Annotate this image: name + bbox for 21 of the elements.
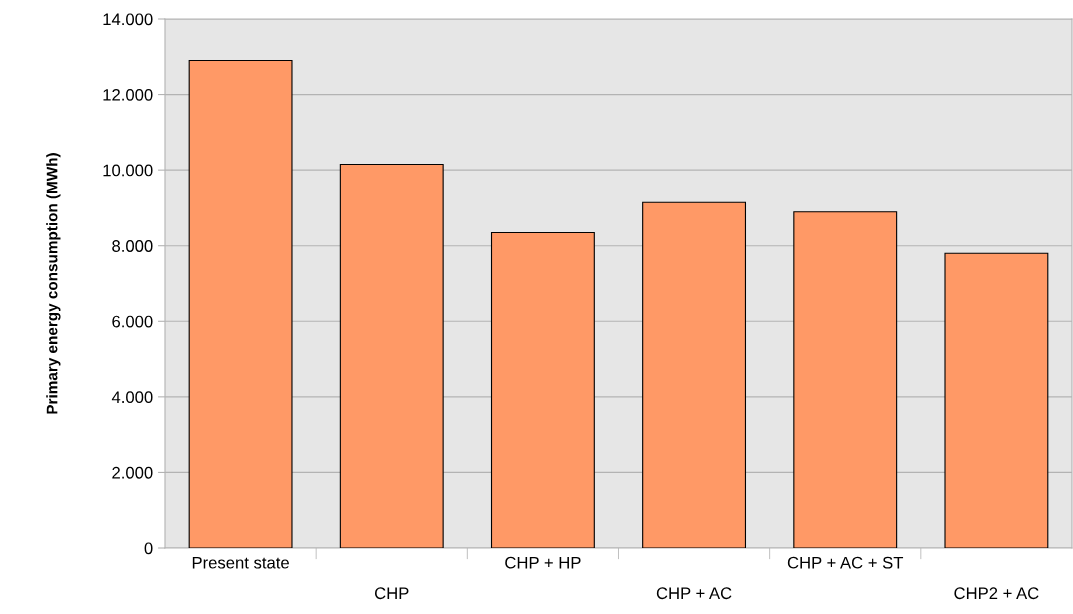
x-tick-label: CHP + HP [505, 556, 581, 569]
bar [793, 211, 898, 548]
y-tick-label: 8.000 [112, 240, 153, 252]
x-tick-label: CHP + AC [656, 587, 732, 600]
x-tick-label: CHP [375, 587, 409, 600]
bar [339, 163, 444, 548]
y-tick-label: 6.000 [112, 315, 153, 328]
y-tick-label: 2.000 [112, 466, 153, 479]
x-tick-label: CHP + AC + ST [787, 556, 904, 569]
bar [944, 252, 1049, 548]
bar [188, 60, 293, 548]
y-axis-title: Primary energy consumption (MWh) [46, 153, 61, 414]
y-tick-label: 14.000 [103, 13, 153, 26]
x-tick-label: Present state [192, 556, 289, 569]
y-tick-label: 10.000 [103, 164, 153, 177]
bar [490, 231, 595, 548]
y-tick-label: 4.000 [111, 391, 153, 404]
y-tick-label: 0 [144, 542, 153, 555]
x-tick-label: CHP2 + AC [954, 587, 1039, 600]
y-tick-label: 12.000 [103, 88, 153, 101]
bar [642, 201, 747, 548]
